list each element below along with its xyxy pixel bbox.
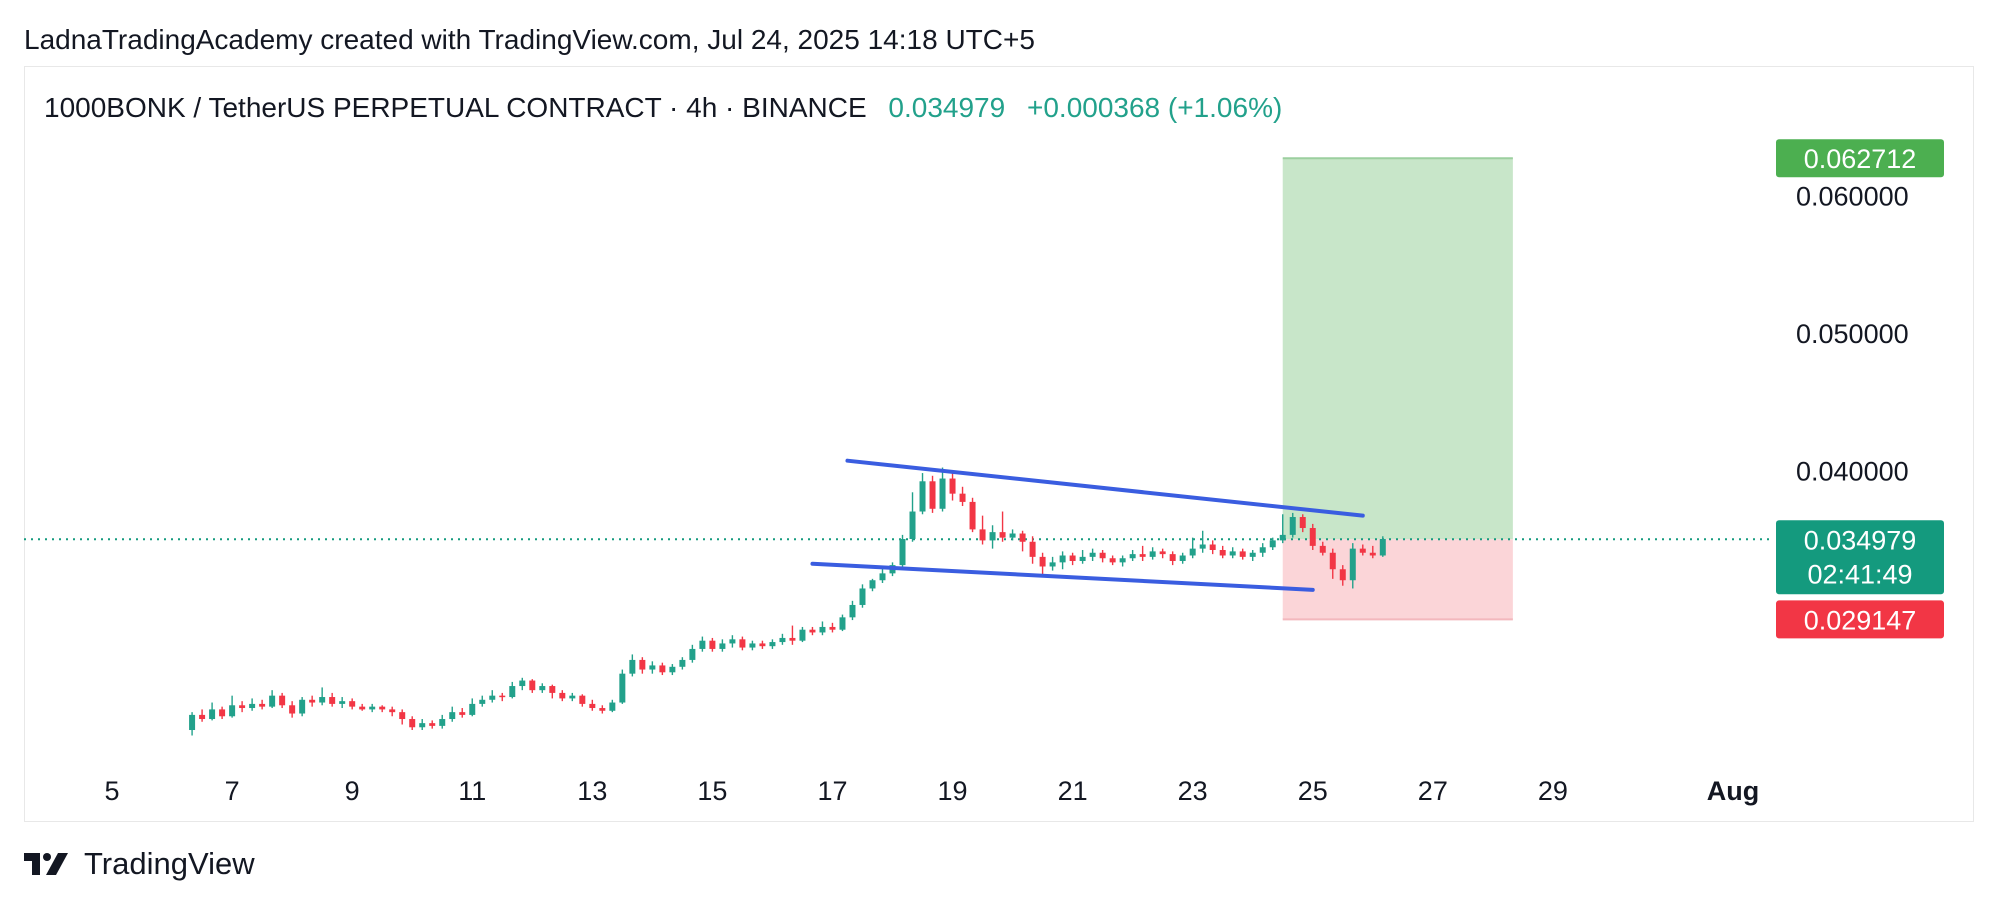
tradingview-brand: TradingView (84, 846, 255, 881)
chart-frame (24, 66, 1974, 822)
tradingview-logo-icon (24, 853, 68, 875)
price-change: +0.000368 (+1.06%) (1026, 92, 1283, 123)
attribution-text: LadnaTradingAcademy created with Trading… (24, 24, 1035, 55)
symbol-header: 1000BONK / TetherUS PERPETUAL CONTRACT ·… (44, 92, 1282, 124)
symbol-title: 1000BONK / TetherUS PERPETUAL CONTRACT ·… (44, 92, 867, 123)
tradingview-logo[interactable]: TradingView (24, 846, 255, 882)
last-price: 0.034979 (888, 92, 1006, 123)
